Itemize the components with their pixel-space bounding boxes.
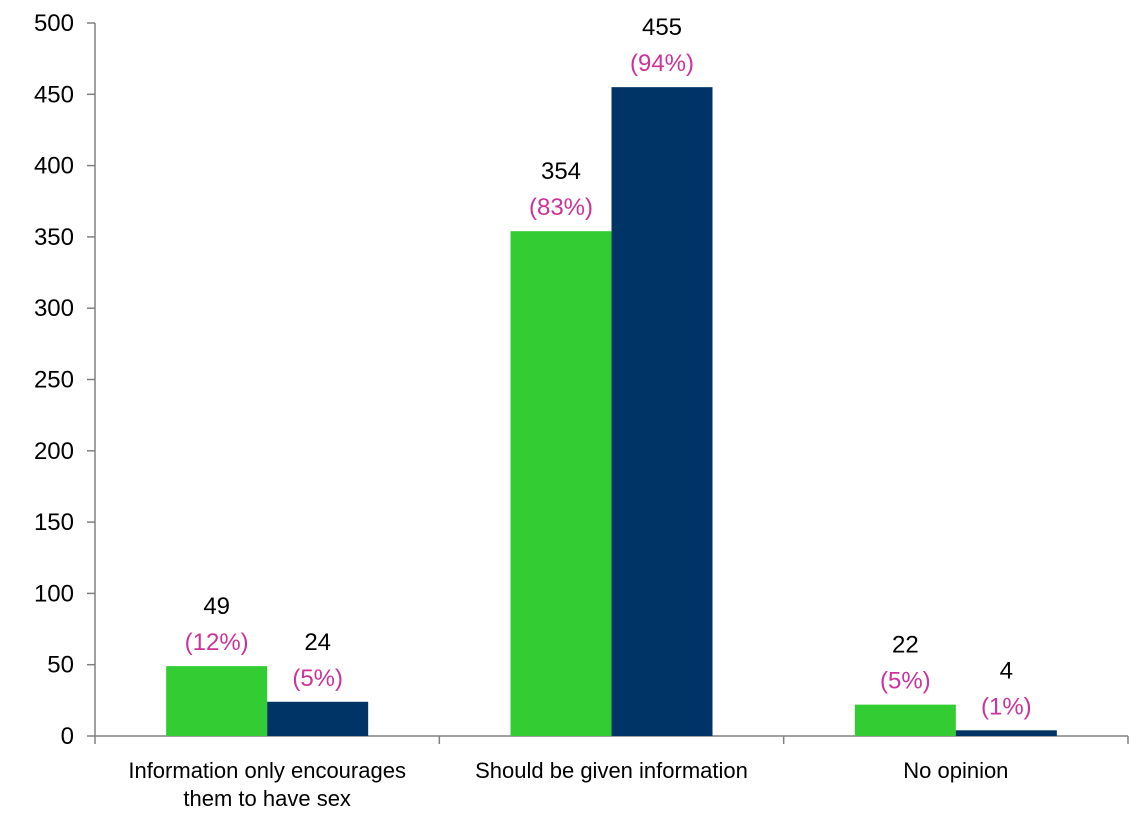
data-labels: (12%) 49 (5%) 24 (83%) 354 (94%) 455 (5%) 22 (1%) 4 — [185, 14, 1032, 720]
y-tick-label: 450 — [34, 81, 74, 108]
percent-label: (83%) — [529, 194, 593, 221]
value-label: 354 — [541, 158, 581, 185]
y-tick-label: 500 — [34, 10, 74, 37]
value-label: 4 — [1000, 657, 1013, 684]
axes: 0 50 100 150 200 250 300 350 400 450 500 Informatio… — [34, 10, 1129, 811]
x-category-label: No opinion — [903, 758, 1008, 783]
x-category-label-line: Information only encourages — [128, 758, 406, 783]
x-category-label: Information only encourages them to have … — [128, 758, 406, 808]
bar — [267, 701, 369, 736]
x-category-label: Should be given information — [475, 758, 748, 783]
percent-label: (5%) — [880, 668, 931, 695]
x-category-label-line: Should be given information — [475, 758, 748, 783]
value-label: 49 — [203, 593, 230, 620]
x-category-label-line: No opinion — [903, 758, 1008, 783]
bar — [510, 231, 612, 737]
y-tick-label: 200 — [34, 438, 74, 465]
percent-label: (12%) — [185, 629, 249, 656]
bar — [955, 730, 1057, 736]
y-tick-label: 400 — [34, 153, 74, 180]
y-tick-label: 150 — [34, 509, 74, 536]
y-tick-label: 250 — [34, 367, 74, 394]
bar — [166, 666, 268, 736]
y-tick-label: 350 — [34, 224, 74, 251]
y-tick-label: 100 — [34, 580, 74, 607]
value-label: 24 — [304, 629, 331, 656]
value-label: 455 — [642, 14, 682, 41]
bar — [854, 704, 956, 736]
percent-label: (5%) — [292, 665, 343, 692]
x-category-label-line: them to have sex — [183, 786, 351, 808]
percent-label: (94%) — [630, 50, 694, 77]
value-label: 22 — [892, 632, 919, 659]
bars — [166, 87, 1057, 737]
y-tick-label: 0 — [61, 723, 74, 750]
y-tick-label: 50 — [47, 652, 74, 679]
bar — [611, 87, 713, 737]
percent-label: (1%) — [981, 693, 1032, 720]
y-tick-label: 300 — [34, 295, 74, 322]
